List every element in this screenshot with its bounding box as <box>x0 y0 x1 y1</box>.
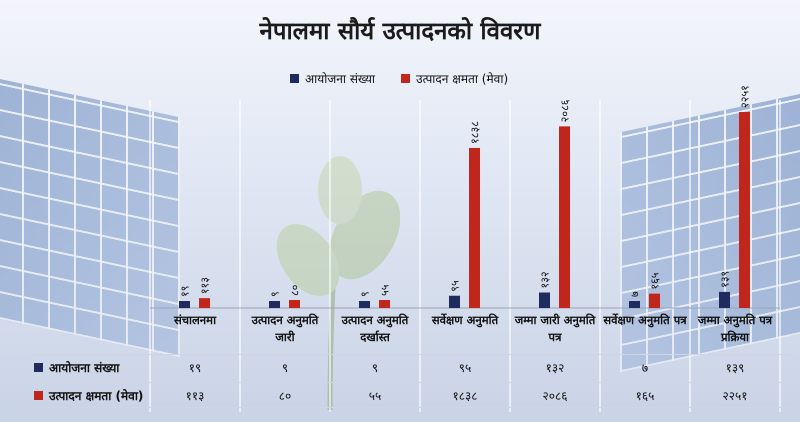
category-label: सर्वेक्षण अनुमति पत्र <box>603 313 687 327</box>
table-cell: ९५ <box>458 360 472 375</box>
bar-series2 <box>289 300 300 308</box>
data-label-series2: १६५ <box>649 272 662 289</box>
table-cell: १६५ <box>635 388 655 403</box>
table-cell: २२५१ <box>722 388 748 403</box>
table-cell: १३२ <box>545 360 565 375</box>
legend-swatch-series2 <box>401 74 411 83</box>
data-label-series2: ५५ <box>379 284 392 296</box>
legend: आयोजना संख्या उत्पादन क्षमता (मेवा) <box>290 70 508 87</box>
bar-series2 <box>199 298 210 308</box>
legend-item-series2: उत्पादन क्षमता (मेवा) <box>401 70 508 87</box>
table-cell: २०८६ <box>542 388 568 403</box>
data-label-series2: ११३ <box>199 277 212 294</box>
data-label-series1: ९ <box>359 291 372 297</box>
category-label: उत्पादन अनुमति जारी <box>251 313 319 344</box>
data-label-series1: ७ <box>629 291 642 297</box>
category-label: उत्पादन अनुमति दर्खास्त <box>341 313 409 344</box>
table-row-series1: आयोजना संख्या १९ ९ ९ ९५ १३२ ७ १३९ <box>30 354 790 379</box>
legend-label-series1: आयोजना संख्या <box>305 72 376 86</box>
chart-title: नेपालमा सौर्य उत्पादनको विवरण <box>259 17 541 45</box>
row-swatch-series2 <box>34 390 43 400</box>
bar-series2 <box>379 300 390 308</box>
category-label: संचालनमा <box>173 313 217 327</box>
data-label-series1: ९ <box>269 291 282 297</box>
data-label-series1: १३९ <box>719 271 732 288</box>
table-cell: ९ <box>281 360 289 375</box>
legend-label-series2: उत्पादन क्षमता (मेवा) <box>416 72 509 86</box>
bar-series2 <box>739 112 750 308</box>
table-cell: ५५ <box>368 388 382 403</box>
bar-series2 <box>649 293 660 308</box>
bar-series1 <box>629 301 640 308</box>
row-label-series1: आयोजना संख्या <box>30 359 154 376</box>
table-cell: ११३ <box>185 388 205 403</box>
row-label-series2: उत्पादन क्षमता (मेवा) <box>30 387 154 404</box>
data-label-series2: १८३८ <box>469 121 482 144</box>
data-label-series2: २२५१ <box>739 85 752 108</box>
category-label: सर्वेक्षण अनुमति <box>431 313 499 327</box>
data-label-series1: १९ <box>179 286 192 297</box>
table-cell: ९ <box>371 360 379 375</box>
table-cell: १३९ <box>725 360 745 375</box>
data-label-series2: २०८६ <box>559 99 572 122</box>
bar-series1 <box>539 292 550 308</box>
bar-series1 <box>719 291 730 308</box>
bar-series1 <box>269 301 280 308</box>
bar-series2 <box>559 126 570 309</box>
bar-series1 <box>449 295 460 308</box>
bar-series1 <box>359 301 370 308</box>
table-cell: ८० <box>278 388 292 403</box>
table-cell: ७ <box>641 360 649 375</box>
row-label-text-series1: आयोजना संख्या <box>49 360 120 375</box>
data-label-series1: ९५ <box>449 280 462 292</box>
row-swatch-series1 <box>34 362 43 372</box>
table-cell: १९ <box>188 360 202 375</box>
category-label: जम्मा अनुमति पत्र प्रक्रिया <box>697 313 773 344</box>
row-label-text-series2: उत्पादन क्षमता (मेवा) <box>49 388 144 403</box>
table-row-series2: उत्पादन क्षमता (मेवा) ११३ ८० ५५ १८३८ २०८६ १६५… <box>30 382 790 408</box>
bar-series2 <box>469 147 480 308</box>
data-label-series1: १३२ <box>539 271 552 288</box>
legend-swatch-series1 <box>290 74 299 83</box>
data-label-series2: ८० <box>289 284 302 296</box>
legend-item-series1: आयोजना संख्या <box>290 70 375 87</box>
bar-series1 <box>179 301 190 308</box>
category-label: जम्मा जारी अनुमति पत्र <box>514 313 596 344</box>
background-plant-image <box>276 156 400 410</box>
table-cell: १८३८ <box>452 388 478 403</box>
